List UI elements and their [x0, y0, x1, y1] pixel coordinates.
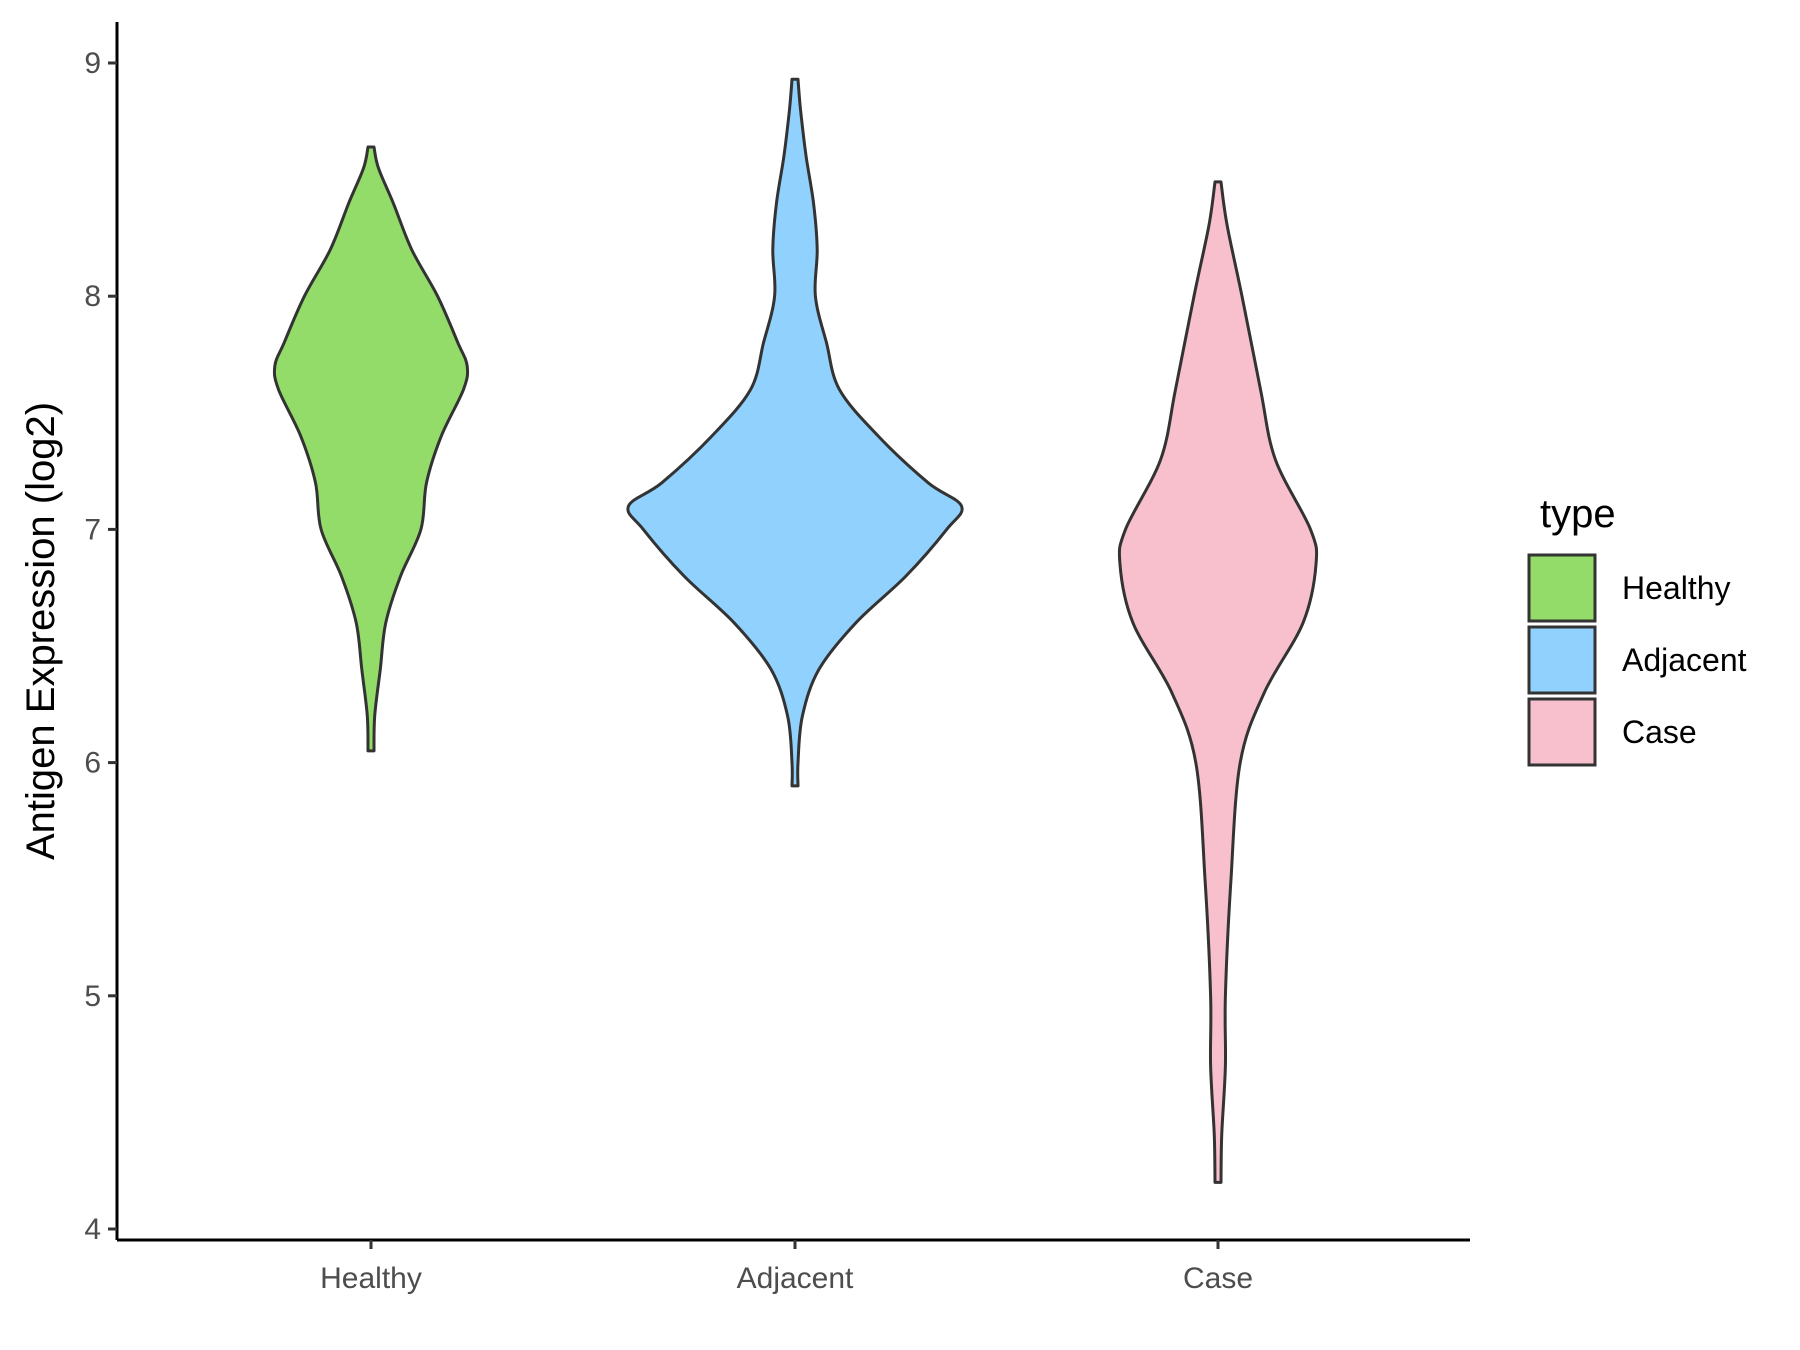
- legend-title: type: [1540, 492, 1616, 536]
- legend-label: Case: [1622, 714, 1697, 750]
- legend-label: Adjacent: [1622, 642, 1747, 678]
- axes: 4 5 6 7 8 9 Healthy Adjacent Case: [84, 22, 1470, 1295]
- x-tick-label: Case: [1183, 1262, 1253, 1295]
- y-ticks: 4 5 6 7 8 9: [84, 47, 117, 1246]
- x-tick-label: Healthy: [320, 1262, 422, 1295]
- y-tick-label: 7: [84, 513, 101, 546]
- y-tick-label: 4: [84, 1213, 101, 1246]
- y-axis-title: Antigen Expression (log2): [19, 402, 63, 860]
- legend-key-adjacent: [1527, 625, 1597, 695]
- legend-key-case: [1527, 697, 1597, 767]
- x-tick-label: Adjacent: [737, 1262, 854, 1295]
- y-tick-label: 6: [84, 747, 101, 780]
- legend-label: Healthy: [1622, 570, 1731, 606]
- violin-adjacent: [626, 77, 964, 788]
- y-tick-label: 8: [84, 280, 101, 313]
- legend-items: Healthy Adjacent Case: [1527, 553, 1747, 767]
- violins: [272, 77, 1319, 1184]
- y-tick-label: 5: [84, 980, 101, 1013]
- violin-healthy: [272, 145, 470, 753]
- y-tick-label: 9: [84, 47, 101, 80]
- x-ticks: Healthy Adjacent Case: [320, 1240, 1253, 1295]
- legend-key-healthy: [1527, 553, 1597, 623]
- legend: type Healthy Adjacent Case: [1527, 492, 1747, 767]
- violin-case: [1117, 180, 1319, 1184]
